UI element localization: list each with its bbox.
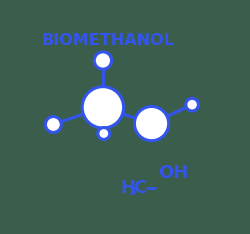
Text: OH: OH — [158, 164, 188, 182]
Text: H: H — [120, 179, 135, 197]
Circle shape — [82, 87, 124, 128]
Circle shape — [186, 98, 198, 111]
Circle shape — [46, 117, 61, 132]
Text: BIOMETHANOL: BIOMETHANOL — [42, 33, 174, 48]
Text: 3: 3 — [129, 187, 136, 197]
Circle shape — [98, 128, 110, 139]
Circle shape — [134, 106, 169, 141]
Text: C: C — [133, 179, 146, 197]
Circle shape — [94, 52, 112, 69]
